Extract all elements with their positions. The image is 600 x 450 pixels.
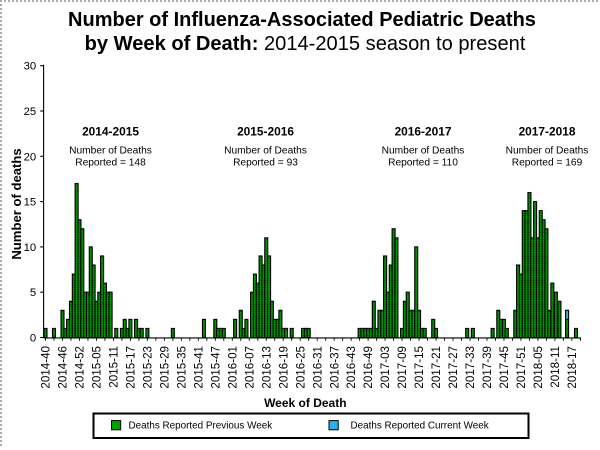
svg-text:2015-05: 2015-05 xyxy=(91,346,104,389)
svg-text:25: 25 xyxy=(24,106,37,118)
svg-text:Number of Deaths: Number of Deaths xyxy=(382,146,465,157)
svg-text:Reported = 148: Reported = 148 xyxy=(75,158,146,169)
svg-text:2017-03: 2017-03 xyxy=(379,346,392,389)
svg-text:2016-25: 2016-25 xyxy=(294,346,307,389)
svg-text:2016-07: 2016-07 xyxy=(243,346,256,389)
svg-text:2017-21: 2017-21 xyxy=(430,346,443,389)
svg-text:2016-2017: 2016-2017 xyxy=(395,124,452,138)
svg-text:2017-09: 2017-09 xyxy=(396,346,409,389)
svg-text:Reported = 93: Reported = 93 xyxy=(233,158,298,169)
svg-text:0: 0 xyxy=(30,333,36,345)
svg-text:2016-01: 2016-01 xyxy=(226,346,239,389)
svg-text:2016-49: 2016-49 xyxy=(362,346,375,389)
svg-text:Number of Influenza-Associated: Number of Influenza-Associated Pediatric… xyxy=(68,9,536,31)
svg-text:2018-11: 2018-11 xyxy=(549,346,562,388)
svg-text:2015-47: 2015-47 xyxy=(209,346,222,389)
svg-text:15: 15 xyxy=(24,197,37,209)
svg-text:Reported = 169: Reported = 169 xyxy=(512,158,583,169)
svg-text:2015-2016: 2015-2016 xyxy=(237,124,294,138)
svg-text:2017-45: 2017-45 xyxy=(498,346,511,389)
svg-text:Deaths Reported Previous Week: Deaths Reported Previous Week xyxy=(129,421,273,432)
svg-text:2014-40: 2014-40 xyxy=(40,346,53,389)
svg-text:2015-35: 2015-35 xyxy=(175,346,188,389)
svg-text:2017-15: 2017-15 xyxy=(413,346,426,389)
svg-text:by Week of Death: 2014-2015 se: by Week of Death: 2014-2015 season to pr… xyxy=(85,33,526,55)
svg-text:2016-13: 2016-13 xyxy=(260,346,273,389)
svg-text:2014-46: 2014-46 xyxy=(57,346,70,389)
svg-text:2015-17: 2015-17 xyxy=(125,346,138,389)
svg-text:2016-31: 2016-31 xyxy=(311,346,324,389)
svg-text:2018-05: 2018-05 xyxy=(532,346,545,389)
svg-text:Deaths Reported Current Week: Deaths Reported Current Week xyxy=(351,421,489,432)
svg-text:2016-37: 2016-37 xyxy=(328,346,341,389)
svg-text:2015-23: 2015-23 xyxy=(141,346,154,389)
svg-text:2017-51: 2017-51 xyxy=(515,346,528,389)
svg-text:20: 20 xyxy=(24,151,37,163)
svg-text:2015-29: 2015-29 xyxy=(158,346,171,389)
svg-text:2016-19: 2016-19 xyxy=(277,346,290,389)
svg-text:2015-11: 2015-11 xyxy=(108,346,121,388)
svg-text:10: 10 xyxy=(24,242,37,254)
svg-text:Number of deaths: Number of deaths xyxy=(9,148,24,259)
svg-text:Reported = 110: Reported = 110 xyxy=(388,158,458,169)
svg-text:2016-43: 2016-43 xyxy=(345,346,358,389)
svg-text:2017-27: 2017-27 xyxy=(447,346,460,389)
svg-text:30: 30 xyxy=(24,61,37,73)
svg-text:2017-39: 2017-39 xyxy=(481,346,494,389)
svg-text:2017-2018: 2017-2018 xyxy=(519,124,576,138)
svg-text:Number of Deaths: Number of Deaths xyxy=(224,146,307,157)
svg-text:2017-33: 2017-33 xyxy=(464,346,477,389)
svg-text:Week of Death: Week of Death xyxy=(264,396,346,410)
svg-text:2018-17: 2018-17 xyxy=(566,346,579,389)
svg-text:5: 5 xyxy=(30,287,36,299)
svg-text:Number of Deaths: Number of Deaths xyxy=(69,146,152,157)
svg-text:Number of Deaths: Number of Deaths xyxy=(506,146,589,157)
svg-text:2015-41: 2015-41 xyxy=(192,346,205,389)
svg-text:2014-2015: 2014-2015 xyxy=(82,124,139,138)
svg-text:2014-52: 2014-52 xyxy=(74,346,87,389)
